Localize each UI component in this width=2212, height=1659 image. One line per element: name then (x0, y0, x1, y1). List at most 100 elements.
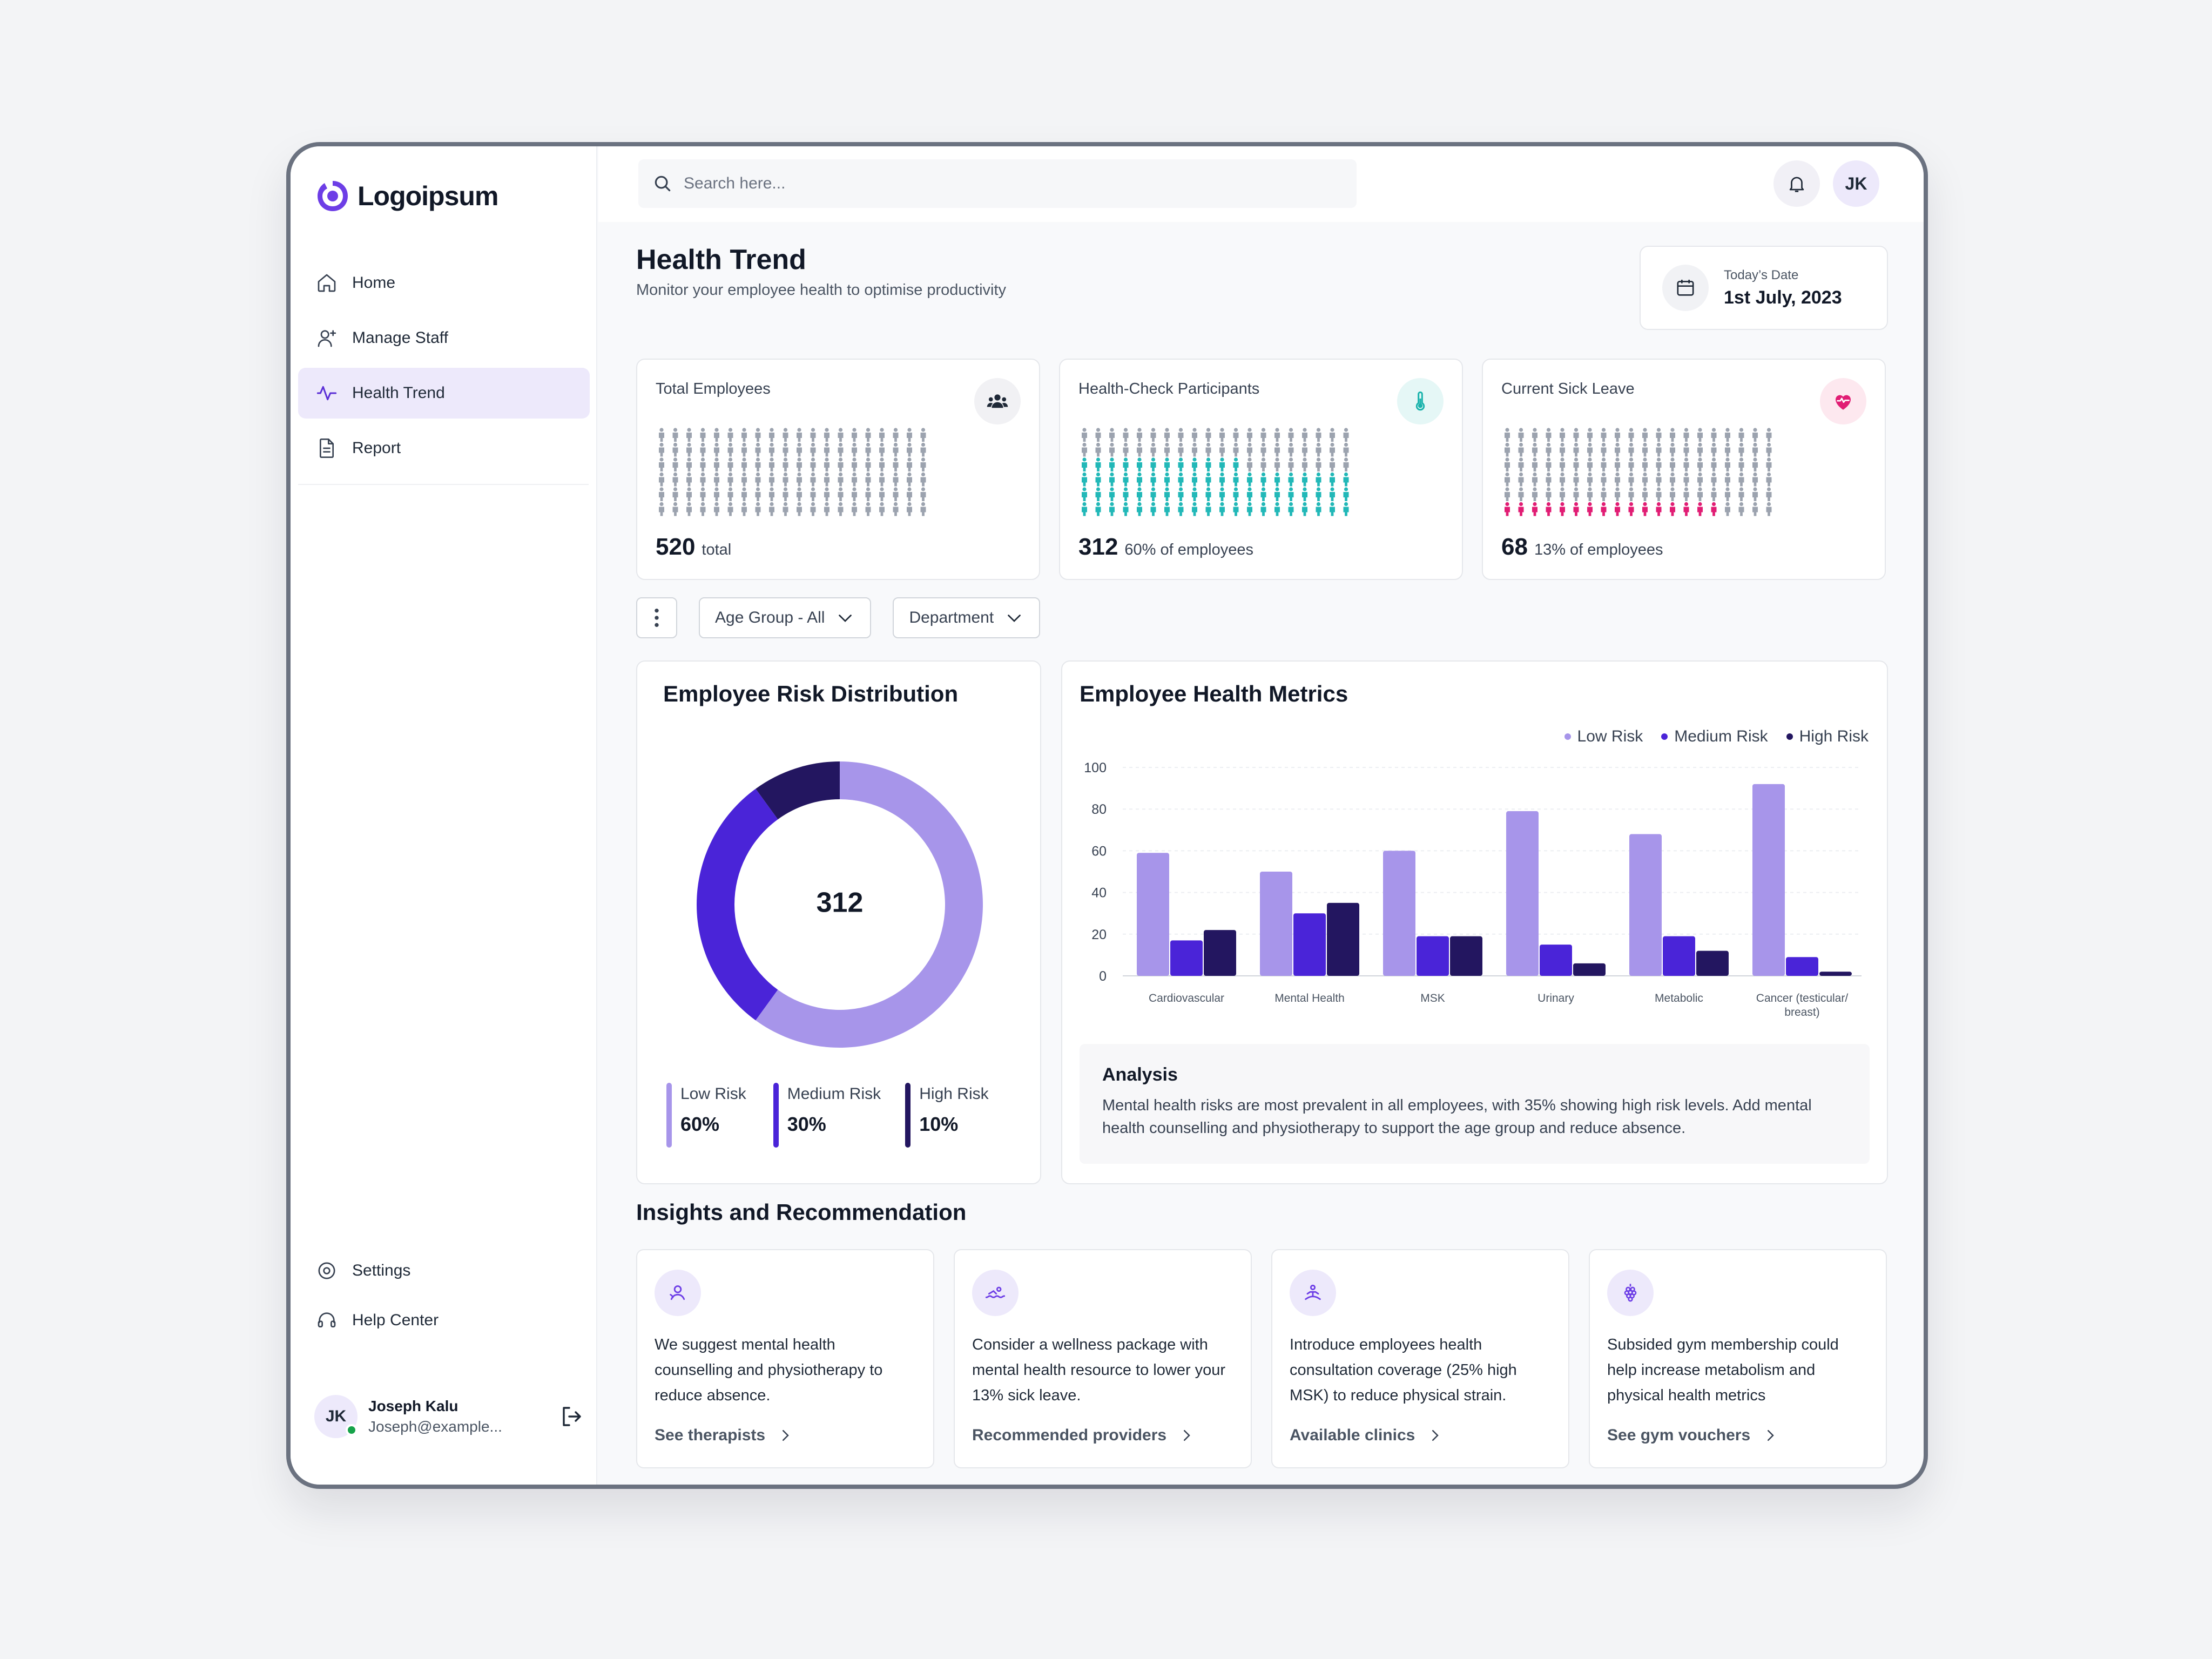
person-pictogram (769, 442, 774, 457)
person-pictogram (1752, 502, 1758, 516)
person-pictogram (1205, 502, 1211, 516)
person-pictogram (659, 472, 664, 487)
person-pictogram (1219, 457, 1225, 471)
legend-label: Medium Risk (1674, 727, 1768, 745)
person-pictogram (1628, 428, 1634, 442)
panel-title: Employee Risk Distribution (663, 681, 959, 706)
people-grid (1505, 428, 1772, 516)
more-options-button[interactable] (636, 597, 677, 638)
person-pictogram (1150, 428, 1156, 442)
person-pictogram (1587, 487, 1593, 501)
person-pictogram (727, 487, 733, 501)
person-pictogram (1137, 442, 1142, 457)
person-pictogram (1316, 428, 1321, 442)
person-pictogram (1670, 428, 1675, 442)
person-pictogram (1725, 502, 1730, 516)
sidebar-item-label: Settings (352, 1262, 411, 1279)
user-plus-icon (315, 327, 338, 349)
person-pictogram (1752, 428, 1758, 442)
document-icon (315, 437, 338, 460)
stat-value: 312 (1078, 534, 1118, 560)
person-pictogram (1587, 442, 1593, 457)
bar-low-risk (1137, 853, 1169, 976)
person-pictogram (1683, 502, 1689, 516)
stat-value: 68 (1501, 534, 1528, 560)
person-pictogram (1546, 472, 1552, 487)
logout-icon[interactable] (558, 1404, 584, 1429)
grapes-icon (1607, 1270, 1654, 1316)
avatar[interactable]: JK (1833, 160, 1879, 207)
person-pictogram (1601, 502, 1607, 516)
person-pictogram (1587, 457, 1593, 471)
person-pictogram (1656, 428, 1662, 442)
user-profile[interactable]: JK Joseph Kalu Joseph@example... (314, 1395, 584, 1438)
age-group-dropdown[interactable]: Age Group - All (699, 597, 872, 638)
notifications-button[interactable] (1773, 160, 1820, 207)
brand-logo[interactable]: Logoipsum (314, 178, 498, 214)
person-pictogram (824, 428, 830, 442)
person-pictogram (893, 442, 899, 457)
person-pictogram (852, 487, 857, 501)
person-pictogram (1697, 428, 1703, 442)
donut-segment-high-risk (756, 761, 840, 820)
person-pictogram (1123, 487, 1129, 501)
search-input[interactable]: Search here... (638, 159, 1357, 208)
person-pictogram (1137, 502, 1142, 516)
person-pictogram (907, 502, 912, 516)
recommendation-text: We suggest mental health counselling and… (655, 1336, 883, 1404)
headset-icon (315, 1309, 338, 1332)
person-pictogram (893, 428, 899, 442)
person-pictogram (1546, 487, 1552, 501)
heart-pulse-icon (1820, 378, 1866, 424)
person-pictogram (714, 472, 719, 487)
person-pictogram (1656, 487, 1662, 501)
see-gym-vouchers-link[interactable]: See gym vouchers (1607, 1426, 1778, 1445)
person-pictogram (1738, 502, 1744, 516)
person-pictogram (879, 428, 885, 442)
person-pictogram (1711, 502, 1717, 516)
risk-legend: Low Risk 60% Medium Risk 30% High Risk 10% (666, 1083, 1012, 1148)
available-clinics-link[interactable]: Available clinics (1290, 1426, 1443, 1445)
person-pictogram (1546, 442, 1552, 457)
x-tick-label: breast) (1784, 1006, 1819, 1019)
person-pictogram (1546, 457, 1552, 471)
stat-value: 520 (656, 534, 696, 560)
recommended-providers-link[interactable]: Recommended providers (972, 1426, 1195, 1445)
person-pictogram (1233, 428, 1239, 442)
person-pictogram (1247, 428, 1252, 442)
bar-low-risk (1506, 811, 1539, 976)
person-pictogram (810, 502, 816, 516)
person-pictogram (1205, 428, 1211, 442)
person-pictogram (727, 502, 733, 516)
person-pictogram (1288, 502, 1294, 516)
risk-legend-item: Medium Risk 30% (773, 1083, 906, 1148)
person-pictogram (852, 502, 857, 516)
sidebar-item-report[interactable]: Report (298, 423, 590, 474)
person-pictogram (893, 457, 899, 471)
sidebar-item-manage-staff[interactable]: Manage Staff (298, 313, 590, 363)
page-subtitle: Monitor your employee health to optimise… (636, 281, 1007, 299)
legend-item: High Risk (1786, 727, 1869, 746)
person-pictogram (1109, 442, 1115, 457)
person-pictogram (714, 442, 719, 457)
person-pictogram (1560, 457, 1565, 471)
sidebar-item-home[interactable]: Home (298, 258, 590, 308)
person-pictogram (1573, 502, 1579, 516)
sidebar-item-health-trend[interactable]: Health Trend (298, 368, 590, 419)
department-dropdown[interactable]: Department (893, 597, 1041, 638)
person-pictogram (1260, 502, 1266, 516)
x-tick-label: Metabolic (1655, 992, 1703, 1004)
person-pictogram (1343, 472, 1349, 487)
date-card[interactable]: Today’s Date 1st July, 2023 (1640, 246, 1888, 330)
sidebar-item-help-center[interactable]: Help Center (298, 1298, 590, 1343)
person-pictogram (1615, 472, 1620, 487)
person-pictogram (714, 428, 719, 442)
sidebar-item-settings[interactable]: Settings (298, 1248, 590, 1293)
person-pictogram (700, 502, 706, 516)
person-pictogram (893, 487, 899, 501)
recommendation-text: Consider a wellness package with mental … (972, 1336, 1226, 1404)
person-pictogram (1683, 428, 1689, 442)
see-therapists-link[interactable]: See therapists (655, 1426, 793, 1445)
person-pictogram (865, 457, 871, 471)
person-pictogram (769, 457, 774, 471)
